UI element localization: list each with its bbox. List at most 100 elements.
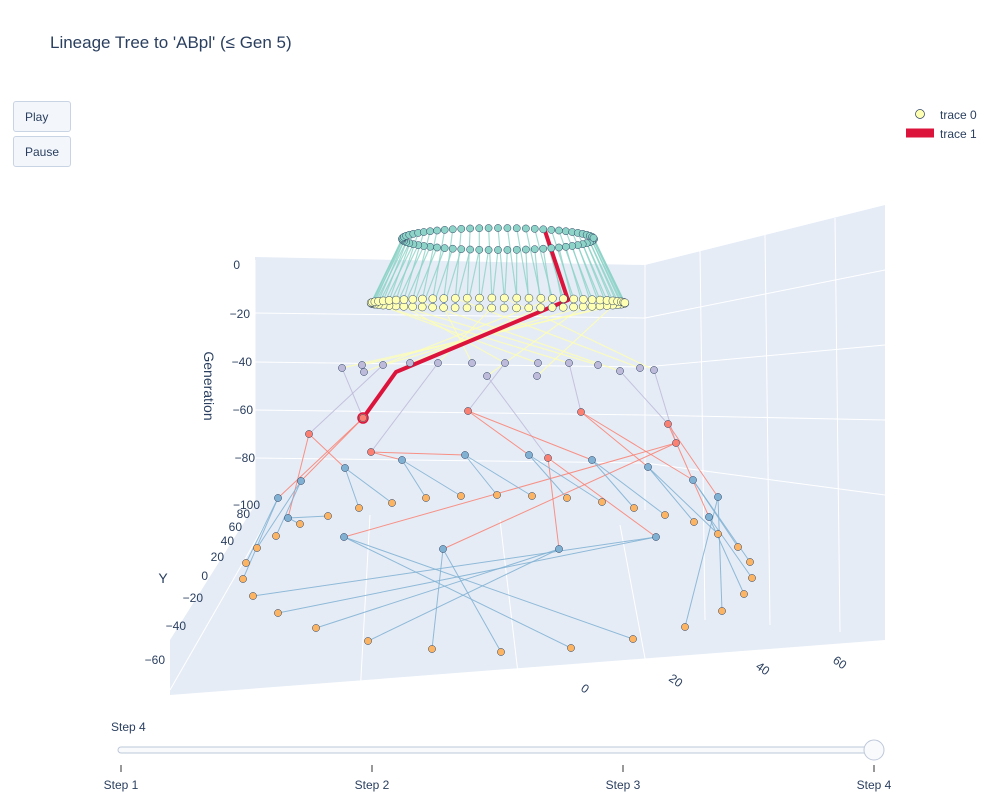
- tree-node[interactable]: [740, 590, 748, 598]
- tree-node[interactable]: [705, 513, 713, 521]
- tree-node[interactable]: [324, 512, 332, 520]
- tree-node[interactable]: [242, 559, 250, 567]
- tree-node[interactable]: [426, 227, 434, 236]
- tree-node[interactable]: [457, 245, 466, 254]
- tree-node[interactable]: [630, 504, 638, 512]
- tree-node[interactable]: [664, 420, 672, 428]
- tree-node[interactable]: [439, 545, 447, 553]
- tree-node[interactable]: [512, 224, 521, 233]
- tree-node[interactable]: [419, 228, 428, 236]
- tree-node[interactable]: [493, 491, 501, 499]
- legend-item-trace-1[interactable]: trace 1: [906, 127, 977, 141]
- tree-node[interactable]: [629, 635, 637, 643]
- tree-node[interactable]: [598, 498, 606, 506]
- play-button[interactable]: Play: [13, 101, 71, 132]
- tree-node[interactable]: [487, 293, 497, 303]
- tree-node[interactable]: [620, 298, 630, 308]
- tree-node[interactable]: [559, 294, 568, 303]
- tree-node[interactable]: [475, 224, 484, 233]
- tree-node[interactable]: [426, 242, 434, 251]
- tree-node[interactable]: [434, 359, 442, 367]
- tree-node[interactable]: [367, 448, 375, 456]
- tree-node[interactable]: [681, 623, 689, 631]
- tree-node[interactable]: [461, 451, 469, 459]
- tree-nodes-trace-0[interactable]: [239, 224, 756, 656]
- tree-node[interactable]: [450, 303, 460, 312]
- tree-node[interactable]: [249, 592, 257, 600]
- tree-node[interactable]: [512, 293, 521, 303]
- tree-node[interactable]: [501, 359, 509, 367]
- tree-node[interactable]: [616, 367, 624, 375]
- tree-node[interactable]: [577, 408, 585, 416]
- tree-node[interactable]: [466, 224, 474, 233]
- tree-node[interactable]: [558, 303, 568, 312]
- tree-node[interactable]: [312, 624, 320, 632]
- tree-node[interactable]: [457, 224, 466, 233]
- tree-node[interactable]: [418, 294, 427, 304]
- tree-node[interactable]: [494, 246, 502, 254]
- tree-node[interactable]: [555, 243, 563, 252]
- tree-node[interactable]: [562, 227, 570, 236]
- tree-node[interactable]: [483, 372, 491, 380]
- tree-node[interactable]: [555, 226, 563, 235]
- tree-node[interactable]: [636, 364, 644, 372]
- tree-node[interactable]: [524, 293, 534, 303]
- tree-node[interactable]: [594, 361, 602, 369]
- tree-node[interactable]: [274, 494, 282, 502]
- tree-node[interactable]: [714, 530, 722, 538]
- legend-item-trace-0[interactable]: trace 0: [915, 108, 978, 122]
- tree-node[interactable]: [355, 504, 363, 512]
- tree-node[interactable]: [525, 451, 533, 459]
- tree-node[interactable]: [536, 303, 545, 312]
- tree-node[interactable]: [428, 645, 436, 653]
- tree-node[interactable]: [484, 224, 493, 232]
- tree-node[interactable]: [748, 574, 756, 582]
- tree-node[interactable]: [534, 359, 542, 367]
- tree-node[interactable]: [589, 234, 598, 242]
- pause-button[interactable]: Pause: [13, 136, 71, 167]
- tree-node[interactable]: [522, 245, 530, 254]
- tree-node[interactable]: [512, 303, 521, 313]
- tree-node[interactable]: [503, 246, 512, 254]
- tree-node[interactable]: [672, 439, 680, 447]
- tree-node[interactable]: [500, 293, 509, 303]
- tree-node[interactable]: [418, 302, 427, 312]
- tree-node[interactable]: [468, 359, 476, 367]
- tree-node[interactable]: [428, 294, 438, 303]
- tree-node[interactable]: [487, 303, 496, 313]
- tree-node[interactable]: [391, 295, 401, 305]
- tree-node[interactable]: [341, 464, 349, 472]
- tree-node[interactable]: [689, 476, 697, 484]
- tree-node[interactable]: [239, 575, 247, 583]
- tree-node[interactable]: [547, 244, 556, 252]
- tree-node[interactable]: [539, 244, 548, 253]
- tree-node[interactable]: [528, 492, 536, 500]
- tree-node[interactable]: [588, 456, 596, 464]
- tree-node[interactable]: [567, 644, 575, 652]
- tree-node[interactable]: [297, 477, 305, 485]
- tree-node[interactable]: [253, 544, 261, 552]
- tree-node[interactable]: [475, 293, 484, 303]
- tree-node[interactable]: [746, 558, 754, 566]
- highlight-path-line[interactable]: [361, 230, 570, 420]
- tree-node[interactable]: [536, 294, 546, 303]
- tree-node[interactable]: [296, 520, 304, 528]
- tree-node[interactable]: [533, 372, 541, 380]
- tree-node[interactable]: [433, 226, 441, 235]
- tree-node[interactable]: [587, 295, 597, 304]
- tree-node[interactable]: [433, 243, 441, 252]
- step-slider[interactable]: Step 1 Step 2 Step 3 Step 4: [104, 739, 892, 792]
- tree-node[interactable]: [272, 532, 280, 540]
- tree-node[interactable]: [457, 492, 465, 500]
- tree-node[interactable]: [565, 359, 573, 367]
- tree-node[interactable]: [464, 407, 472, 415]
- tree-node[interactable]: [512, 245, 521, 254]
- tree-node[interactable]: [340, 533, 348, 541]
- tree-node[interactable]: [338, 364, 346, 372]
- tree-node[interactable]: [547, 226, 556, 234]
- tree-node[interactable]: [497, 648, 505, 656]
- tree-node[interactable]: [644, 463, 652, 471]
- tree-node[interactable]: [539, 225, 548, 234]
- tree-node[interactable]: [475, 245, 484, 254]
- tree-node[interactable]: [569, 302, 578, 312]
